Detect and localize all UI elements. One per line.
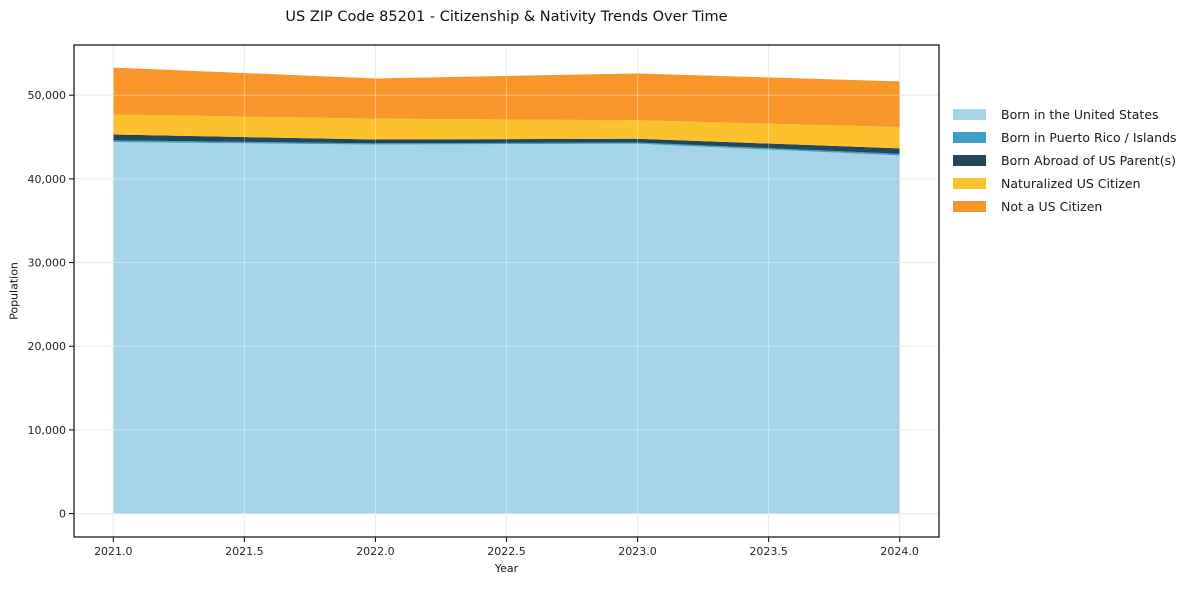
- legend-item-born-in-the-united-states: Born in the United States: [953, 103, 1177, 126]
- legend-label: Born in Puerto Rico / Islands: [1001, 130, 1177, 145]
- legend: Born in the United States Born in Puerto …: [953, 103, 1177, 218]
- legend-swatch: [953, 132, 986, 143]
- x-tick-label: 2022.0: [356, 545, 395, 558]
- y-tick-label: 50,000: [28, 89, 67, 102]
- legend-label: Not a US Citizen: [1001, 199, 1103, 214]
- legend-label: Naturalized US Citizen: [1001, 176, 1141, 191]
- gridlines-overlay: [74, 45, 939, 537]
- legend-item-born-in-puerto-rico-islands: Born in Puerto Rico / Islands: [953, 126, 1177, 149]
- legend-label: Born Abroad of US Parent(s): [1001, 153, 1176, 168]
- legend-swatch: [953, 109, 986, 120]
- legend-item-naturalized-us-citizen: Naturalized US Citizen: [953, 172, 1177, 195]
- x-tick-label: 2022.5: [487, 545, 526, 558]
- legend-swatch: [953, 201, 986, 212]
- area-born-abroad-of-us-parent-s: [113, 134, 900, 154]
- x-tick-label: 2021.5: [225, 545, 264, 558]
- area-born-in-puerto-rico-islands: [113, 140, 900, 156]
- chart-title: US ZIP Code 85201 - Citizenship & Nativi…: [285, 9, 728, 25]
- legend-swatch: [953, 155, 986, 166]
- x-tick-label: 2024.0: [880, 545, 919, 558]
- y-tick-label: 30,000: [28, 257, 67, 270]
- x-tick-label: 2023.0: [618, 545, 657, 558]
- area-naturalized-us-citizen: [113, 114, 900, 149]
- y-tick-label: 0: [59, 508, 66, 521]
- y-tick-label: 40,000: [28, 173, 67, 186]
- axis-ticks: [69, 94, 901, 542]
- legend-item-born-abroad-of-us-parent-s: Born Abroad of US Parent(s): [953, 149, 1177, 172]
- legend-label: Born in the United States: [1001, 107, 1159, 122]
- area-born-in-the-united-states: [113, 142, 900, 514]
- y-tick-label: 20,000: [28, 340, 67, 353]
- x-tick-label: 2023.5: [749, 545, 788, 558]
- y-tick-label: 10,000: [28, 424, 67, 437]
- legend-swatch: [953, 178, 986, 189]
- legend-item-not-a-us-citizen: Not a US Citizen: [953, 195, 1177, 218]
- x-tick-label: 2021.0: [94, 545, 133, 558]
- area-not-a-us-citizen: [113, 67, 900, 127]
- y-axis-title: Population: [7, 262, 21, 320]
- x-axis-title: Year: [494, 562, 519, 575]
